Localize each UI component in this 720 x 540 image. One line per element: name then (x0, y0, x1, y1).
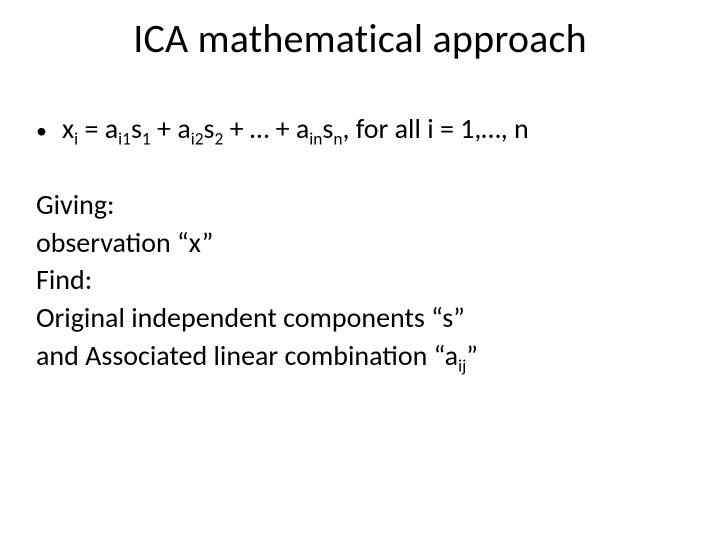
assoc-post: ” (466, 338, 478, 373)
assoc-pre: and Associated linear combination “a (36, 338, 458, 373)
eqn-tail: , for all i = 1,…, n (342, 111, 528, 146)
eqn-s2-sub: 2 (215, 128, 224, 150)
eqn-a2-sub: i2 (191, 128, 204, 150)
slide-title: ICA mathematical approach (0, 14, 720, 63)
eqn-an-sub: in (309, 128, 322, 150)
eqn-a2-base: a (177, 111, 190, 146)
assoc-sub: ij (458, 355, 466, 377)
equation-line: xi = ai1s1 + ai2s2 + … + ainsn, for all … (62, 110, 529, 148)
eqn-eq: = (78, 111, 105, 146)
eqn-s2-base: s (204, 111, 215, 146)
slide-body: • xi = ai1s1 + ai2s2 + … + ainsn, for al… (36, 110, 696, 375)
body-paragraph: Giving: observation “x” Find: Original i… (36, 186, 696, 375)
bullet-glyph: • (36, 114, 62, 142)
eqn-lhs-base: x (62, 111, 74, 146)
eqn-sn-base: s (322, 111, 333, 146)
eqn-s1-base: s (131, 111, 142, 146)
slide: { "title": "ICA mathematical approach", … (0, 0, 720, 540)
line-giving: Giving: (36, 186, 696, 224)
line-find: Find: (36, 261, 696, 299)
line-observation: observation “x” (36, 224, 696, 262)
eqn-an-base: a (296, 111, 309, 146)
line-associated: and Associated linear combination “aij” (36, 337, 696, 375)
eqn-ellipsis: + … + (223, 111, 296, 146)
eqn-s1-sub: 1 (142, 128, 151, 150)
eqn-plus1: + (151, 111, 178, 146)
line-original: Original independent components “s” (36, 299, 696, 337)
eqn-a1-base: a (105, 111, 118, 146)
bullet-item: • xi = ai1s1 + ai2s2 + … + ainsn, for al… (36, 110, 696, 148)
eqn-a1-sub: i1 (118, 128, 131, 150)
